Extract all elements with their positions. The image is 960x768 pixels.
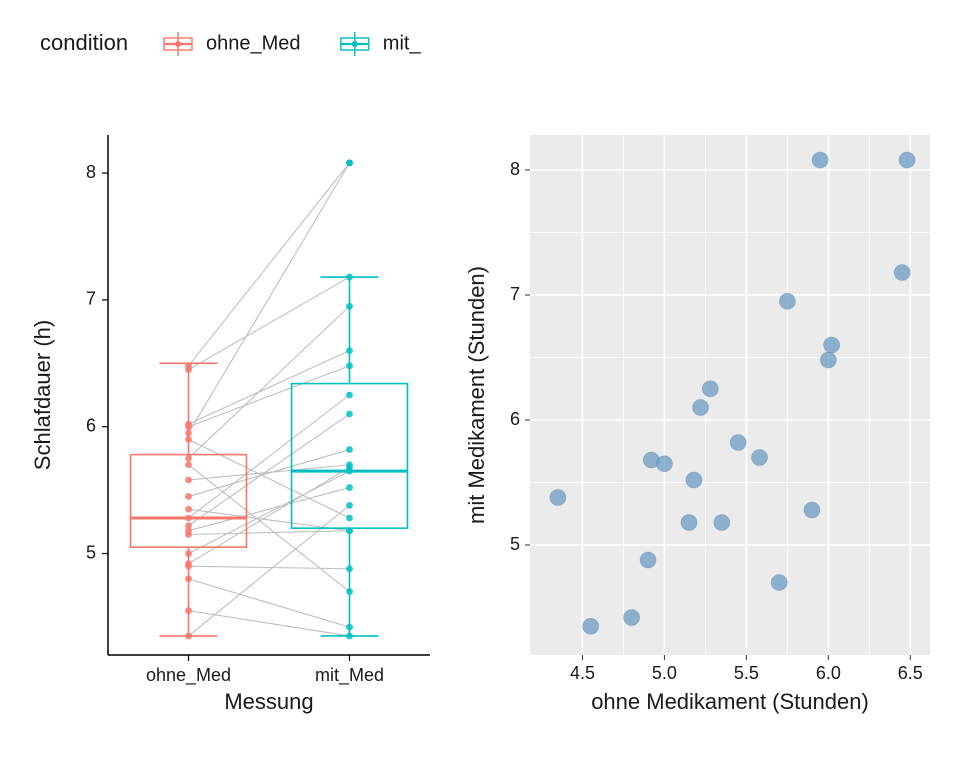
- y-tick-label: 7: [510, 284, 520, 304]
- strip-point: [185, 430, 192, 437]
- strip-point: [346, 527, 353, 534]
- strip-point: [185, 515, 192, 522]
- x-tick-label: mit_Med: [315, 665, 384, 686]
- panel-background: [530, 135, 930, 655]
- strip-point: [346, 347, 353, 354]
- scatter-point: [681, 515, 697, 531]
- strip-point: [346, 515, 353, 522]
- x-tick-label: 6.0: [816, 663, 841, 683]
- strip-point: [346, 468, 353, 475]
- scatter-point: [714, 515, 730, 531]
- legend-title: condition: [40, 30, 128, 55]
- x-tick-label: 4.5: [570, 663, 595, 683]
- strip-point: [346, 446, 353, 453]
- y-tick-label: 6: [86, 415, 96, 435]
- scatter-point: [804, 502, 820, 518]
- strip-point: [346, 633, 353, 640]
- strip-point: [185, 362, 192, 369]
- strip-point: [185, 550, 192, 557]
- x-axis-title: Messung: [224, 689, 313, 714]
- strip-point: [346, 502, 353, 509]
- scatter-point: [702, 381, 718, 397]
- strip-point: [346, 565, 353, 572]
- strip-point: [346, 411, 353, 418]
- y-tick-label: 8: [510, 159, 520, 179]
- strip-point: [346, 461, 353, 468]
- legend-item-label: mit_: [383, 32, 422, 54]
- x-tick-label: 5.5: [734, 663, 759, 683]
- scatter-point: [812, 152, 828, 168]
- strip-point: [185, 522, 192, 529]
- strip-point: [185, 607, 192, 614]
- y-axis-title: mit Medikament (Stunden): [464, 266, 489, 524]
- x-tick-label: 6.5: [898, 663, 923, 683]
- scatter-point: [583, 618, 599, 634]
- scatter-point: [730, 435, 746, 451]
- y-tick-label: 5: [86, 542, 96, 562]
- right-panel: 4.5 5.0 5.5 6.0 6.5 5 6 7 8 ohne Medikament (Stun…: [464, 135, 930, 714]
- strip-point: [185, 421, 192, 428]
- scatter-point: [820, 352, 836, 368]
- strip-point: [185, 455, 192, 462]
- legend: condition ohne_Med mit_: [40, 30, 421, 58]
- scatter-point: [624, 610, 640, 626]
- strip-point: [346, 588, 353, 595]
- strip-point: [346, 392, 353, 399]
- strip-point: [346, 303, 353, 310]
- y-tick-label: 6: [510, 409, 520, 429]
- scatter-point: [752, 450, 768, 466]
- scatter-point: [656, 456, 672, 472]
- strip-point: [346, 160, 353, 167]
- scatter-point: [686, 472, 702, 488]
- x-tick-label: 5.0: [652, 663, 677, 683]
- strip-point: [185, 576, 192, 583]
- scatter-point: [824, 337, 840, 353]
- figure-svg: condition ohne_Med mit_ 5 6 7 8 ohne_Med mit_Med…: [0, 0, 960, 768]
- x-axis-title: ohne Medikament (Stunden): [591, 689, 869, 714]
- figure-container: condition ohne_Med mit_ 5 6 7 8 ohne_Med mit_Med…: [0, 0, 960, 768]
- y-tick-label: 8: [86, 162, 96, 182]
- x-tick-label: ohne_Med: [146, 665, 231, 686]
- y-axis-title: Schlafdauer (h): [30, 320, 55, 470]
- strip-point: [346, 484, 353, 491]
- strip-point: [346, 624, 353, 631]
- legend-item: ohne_Med: [160, 30, 301, 58]
- scatter-point: [550, 490, 566, 506]
- strip-point: [346, 362, 353, 369]
- scatter-point: [692, 400, 708, 416]
- y-tick-label: 5: [510, 534, 520, 554]
- legend-point-icon: [352, 41, 358, 47]
- strip-point: [185, 436, 192, 443]
- strip-point: [185, 506, 192, 513]
- strip-point: [185, 633, 192, 640]
- scatter-point: [899, 152, 915, 168]
- legend-item-label: ohne_Med: [206, 32, 301, 54]
- strip-point: [185, 477, 192, 484]
- strip-point: [185, 560, 192, 567]
- scatter-point: [640, 552, 656, 568]
- y-tick-label: 7: [86, 289, 96, 309]
- scatter-point: [894, 265, 910, 281]
- strip-point: [185, 461, 192, 468]
- strip-point: [185, 493, 192, 500]
- scatter-point: [771, 575, 787, 591]
- strip-point: [346, 274, 353, 281]
- scatter-point: [779, 293, 795, 309]
- legend-point-icon: [175, 41, 181, 47]
